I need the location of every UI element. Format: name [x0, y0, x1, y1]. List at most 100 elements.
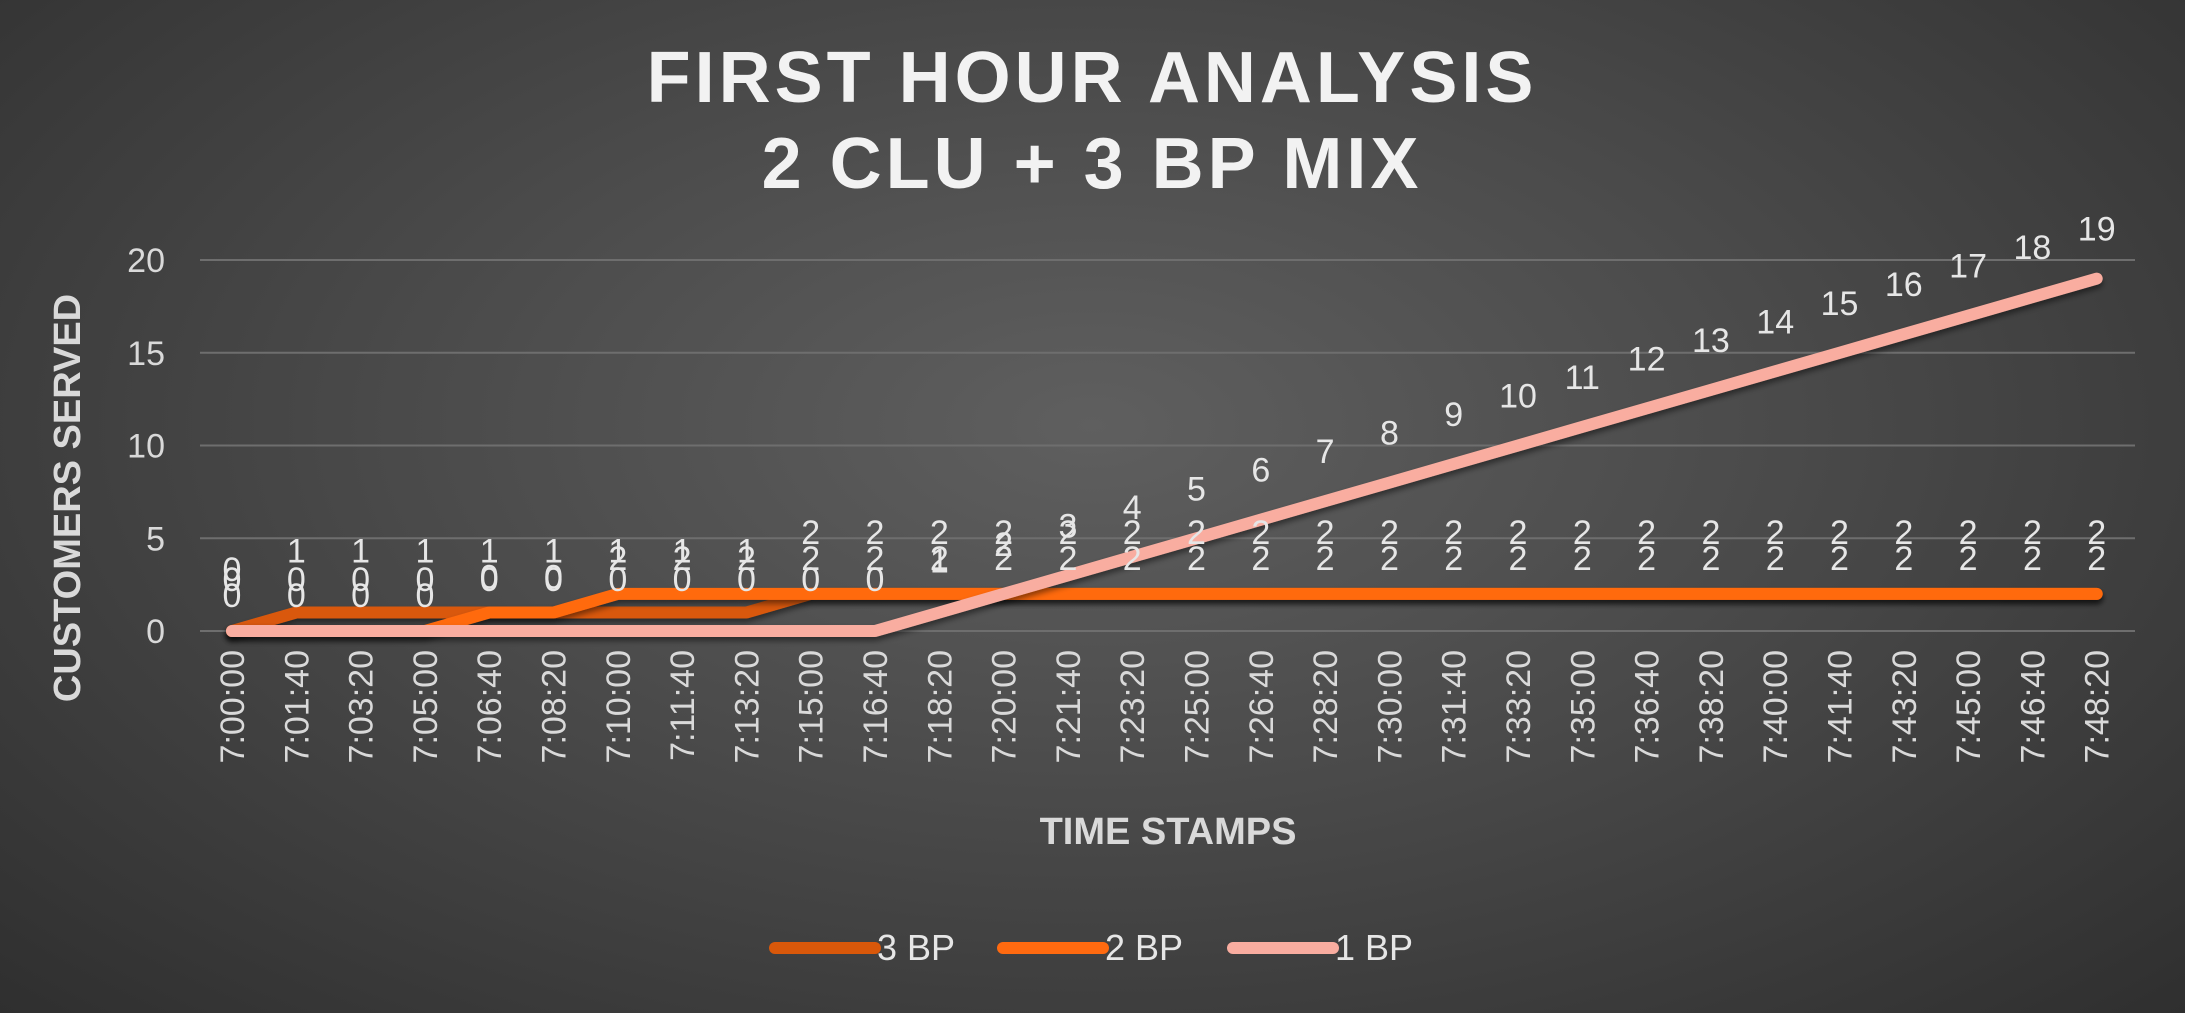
data-label: 2 [1766, 540, 1785, 578]
x-tick-label: 7:43:20 [1886, 650, 1924, 763]
data-label: 2 [1380, 514, 1399, 552]
data-label: 2 [1894, 540, 1913, 578]
data-label: 3 [1058, 507, 1077, 545]
data-label: 0 [351, 577, 370, 615]
data-label: 2 [2087, 514, 2106, 552]
x-tick-label: 7:33:20 [1500, 650, 1538, 763]
x-tick-label: 7:31:40 [1436, 650, 1474, 763]
y-tick-label: 20 [127, 242, 165, 280]
series-line-1-bp [226, 272, 2103, 637]
data-label: 2 [1444, 540, 1463, 578]
data-label: 0 [544, 561, 563, 599]
data-label: 2 [930, 514, 949, 552]
data-label: 2 [1251, 540, 1270, 578]
data-label: 2 [801, 514, 820, 552]
x-tick-label: 7:30:00 [1371, 650, 1409, 763]
data-label: 2 [994, 526, 1013, 564]
data-label: 6 [1251, 452, 1270, 490]
data-label: 2 [1316, 540, 1335, 578]
x-tick-label: 7:41:40 [1822, 650, 1860, 763]
data-label: 2 [1187, 540, 1206, 578]
x-axis-title: TIME STAMPS [1040, 811, 1297, 853]
data-label: 0 [544, 558, 563, 596]
data-label: 2 [1894, 514, 1913, 552]
data-label: 2 [1058, 540, 1077, 578]
data-label: 2 [1830, 514, 1849, 552]
data-label: 2 [1251, 514, 1270, 552]
data-label: 2 [1959, 514, 1978, 552]
data-label: 0 [866, 561, 885, 599]
data-label: 1 [415, 532, 434, 570]
x-tick-label: 7:23:20 [1114, 650, 1152, 763]
data-label: 0 [287, 561, 306, 599]
data-label: 18 [2013, 229, 2051, 267]
data-label: 2 [737, 540, 756, 578]
data-label: 1 [608, 532, 627, 570]
data-label: 2 [1123, 514, 1142, 552]
data-label: 13 [1692, 322, 1730, 360]
data-label: 2 [1444, 514, 1463, 552]
data-label: 2 [1058, 514, 1077, 552]
x-tick-label: 7:18:20 [921, 650, 959, 763]
data-label: 1 [930, 542, 949, 580]
chart-title-line-1: FIRST HOUR ANALYSIS [647, 38, 1538, 118]
data-label: 0 [351, 561, 370, 599]
data-label: 0 [223, 561, 242, 599]
data-label: 2 [1573, 514, 1592, 552]
x-tick-label: 7:26:40 [1243, 650, 1281, 763]
data-label: 2 [1637, 540, 1656, 578]
data-label: 8 [1380, 415, 1399, 453]
x-tick-label: 7:03:20 [343, 650, 381, 763]
data-label: 2 [1123, 540, 1142, 578]
x-tick-label: 7:13:20 [728, 650, 766, 763]
data-label: 2 [2023, 540, 2042, 578]
data-label: 2 [994, 540, 1013, 578]
y-tick-label: 0 [146, 613, 165, 651]
legend-label: 1 BP [1335, 927, 1413, 968]
data-label: 2 [2087, 540, 2106, 578]
data-label: 1 [287, 532, 306, 570]
x-tick-label: 7:08:20 [536, 650, 574, 763]
data-label: 9 [1444, 396, 1463, 434]
data-label: 2 [2023, 514, 2042, 552]
x-tick-label: 7:11:40 [664, 650, 702, 761]
x-axis-ticks: 7:00:00 7:01:40 7:03:20 7:05:00 7:06:40 7:08:… [214, 650, 2117, 763]
data-label: 2 [608, 540, 627, 578]
legend: 3 BP 2 BP 1 BP [769, 927, 1413, 968]
data-label: 2 [1380, 540, 1399, 578]
series-lines [226, 272, 2103, 637]
x-tick-label: 7:15:00 [793, 650, 831, 763]
y-tick-label: 5 [146, 520, 165, 558]
chart-title-line-2: 2 CLU + 3 BP MIX [762, 124, 1423, 204]
data-label: 1 [480, 532, 499, 570]
data-label: 2 [1637, 514, 1656, 552]
data-label: 0 [415, 577, 434, 615]
data-label: 0 [415, 561, 434, 599]
x-tick-label: 7:45:00 [1950, 650, 1988, 763]
data-label: 1 [737, 532, 756, 570]
data-label: 0 [480, 561, 499, 599]
data-label: 17 [1949, 248, 1987, 286]
data-label: 2 [1766, 514, 1785, 552]
data-label: 0 [737, 561, 756, 599]
data-label: 2 [1830, 540, 1849, 578]
data-label: 4 [1123, 489, 1142, 527]
data-label: 5 [1187, 470, 1206, 508]
x-tick-label: 7:21:40 [1050, 650, 1088, 763]
data-label: 0 [287, 577, 306, 615]
data-label: 0 [480, 558, 499, 596]
data-label: 0 [223, 551, 242, 589]
data-label: 1 [351, 532, 370, 570]
data-label: 2 [1573, 540, 1592, 578]
data-label: 2 [1701, 540, 1720, 578]
chart-title: FIRST HOUR ANALYSIS 2 CLU + 3 BP MIX [647, 38, 1538, 204]
data-label: 0 [801, 561, 820, 599]
x-tick-label: 7:36:40 [1629, 650, 1667, 763]
x-tick-label: 7:10:00 [600, 650, 638, 763]
y-axis-title: CUSTOMERS SERVED [47, 294, 89, 702]
x-tick-label: 7:05:00 [407, 650, 445, 763]
data-label: 2 [1316, 514, 1335, 552]
x-tick-label: 7:16:40 [857, 650, 895, 763]
data-label: 2 [1509, 514, 1528, 552]
